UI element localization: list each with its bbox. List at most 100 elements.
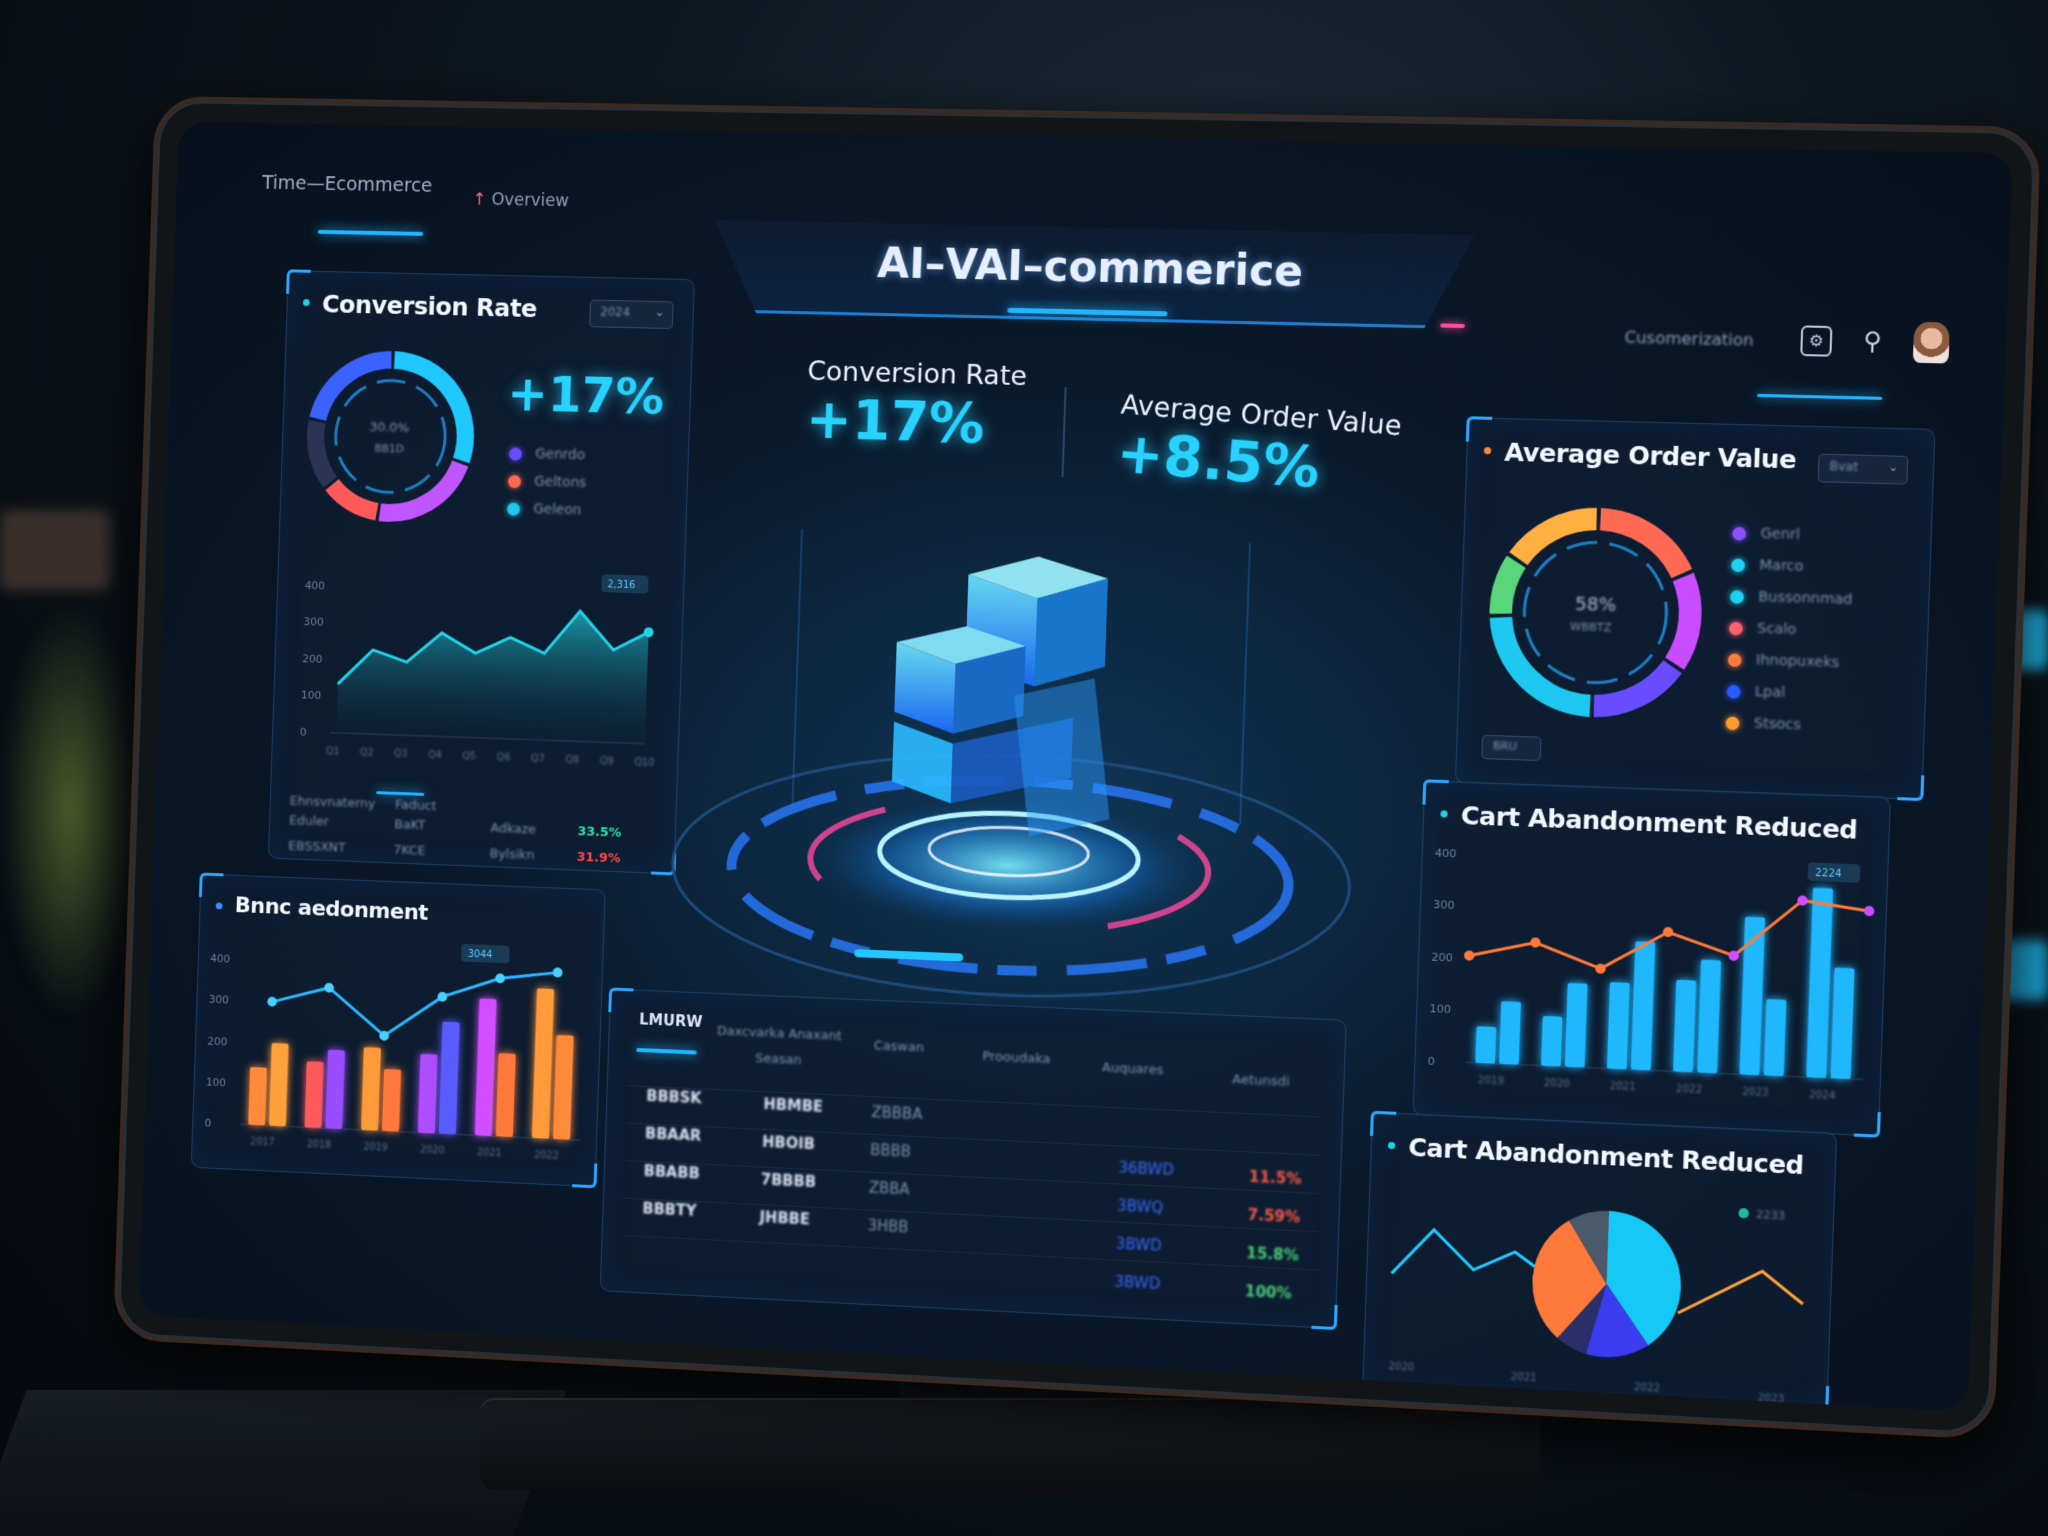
legend-label: Geleon: [533, 501, 582, 519]
bar: [531, 988, 555, 1139]
y-tick-label: 300: [1433, 898, 1455, 912]
trend-line-left: [1392, 1228, 1557, 1282]
x-tick-label: Q7: [531, 753, 545, 764]
donut-segment: [1599, 519, 1684, 573]
x-tick-label: Q6: [496, 752, 510, 763]
stats-header: Ehnsvnaterny: [289, 793, 376, 812]
stats-cell: EBSSXNT: [288, 838, 346, 856]
legend-item: Stsocs: [1725, 714, 1801, 733]
y-tick-label: 200: [207, 1034, 227, 1048]
bar: [552, 1034, 574, 1140]
column-header[interactable]: Aetunsdi: [1231, 1072, 1290, 1090]
y-tick-label: 100: [301, 689, 322, 703]
nav-overview-link[interactable]: ↑ Overview: [472, 190, 569, 212]
legend-label: Bussonnmad: [1757, 588, 1853, 609]
table-cell: ZBBA: [868, 1178, 910, 1199]
table-cell: 3BWQ: [1116, 1196, 1164, 1217]
average-order-value-panel: Average Order Value Bvat ⌄ 58% WBBTZ Gen…: [1454, 417, 1936, 801]
pie-slice: [1585, 1283, 1651, 1360]
stats-cell: BaKT: [394, 817, 426, 834]
header-accent-pink: [1440, 323, 1465, 329]
table-cell: 7.59%: [1247, 1205, 1301, 1227]
bar: [1806, 887, 1834, 1079]
footer-button[interactable]: BRU: [1481, 734, 1542, 762]
table-cell: BBBSK: [646, 1086, 702, 1108]
plant: [0, 600, 140, 1020]
table-cell: 11.5%: [1248, 1167, 1302, 1189]
y-tick-label: 200: [1431, 950, 1453, 964]
cart-abandonment-pie-panel: Cart Abandonment Reduced 2233 2020 2021 202…: [1362, 1111, 1838, 1411]
column-header[interactable]: Daxcvarka Anaxant: [716, 1023, 842, 1045]
monitor: Time—Ecommerce ↑ Overview AI–VAI–commeri…: [116, 99, 2037, 1436]
x-tick-label: Q9: [600, 756, 614, 768]
kpi-average-order-value: Average Order Value +8.5%: [1114, 389, 1403, 507]
highlight-badge: [460, 943, 510, 964]
bar: [361, 1047, 381, 1131]
conversion-donut-chart: [291, 336, 489, 537]
x-tick-label: Q1: [326, 746, 340, 757]
period-dropdown[interactable]: Bvat ⌄: [1817, 453, 1909, 485]
legend-item: Geleon: [507, 501, 582, 519]
data-table-panel: LMURW Daxcvarka Anaxant Seasan Caswan Proou…: [599, 988, 1347, 1330]
legend-label: Scalo: [1756, 620, 1797, 639]
legend-item: Ihnopuxeks: [1727, 651, 1840, 671]
legend-item: Genrdo: [508, 445, 585, 463]
panel-dot: [1387, 1141, 1396, 1150]
trend-line-right: [1678, 1267, 1804, 1319]
kpi-divider: [1061, 387, 1067, 478]
legend-label: 2233: [1756, 1208, 1786, 1223]
panel-title: Bnnc aedonment: [234, 893, 429, 926]
table-cell: BBBB: [869, 1140, 912, 1161]
x-tick-label: Q4: [428, 750, 442, 761]
nav-ecommerce-link[interactable]: Time—Ecommerce: [261, 172, 433, 197]
abandonment-bar-chart: 0 100 200 300 400 3044 2017 2018 2019 2020 2021 202…: [204, 943, 597, 1162]
legend-dot: [1738, 1207, 1750, 1219]
avatar[interactable]: [1912, 321, 1950, 364]
column-header[interactable]: Seasan: [754, 1051, 802, 1069]
column-header[interactable]: Auquares: [1101, 1060, 1164, 1079]
legend-item: Lpal: [1726, 683, 1785, 701]
column-header[interactable]: Caswan: [873, 1038, 925, 1056]
x-tick-label: 2022: [1676, 1084, 1703, 1097]
pie-slice: [1530, 1218, 1609, 1341]
arrow-up-icon: ↑: [472, 189, 487, 210]
settings-globe-icon[interactable]: ⚙: [1800, 325, 1833, 357]
column-header[interactable]: Prooudaka: [982, 1049, 1051, 1068]
period-dropdown[interactable]: 2024 ⌄: [589, 299, 674, 330]
legend-item: Bussonnmad: [1730, 588, 1853, 608]
legend-item: Genrl: [1732, 525, 1800, 543]
nav-overview-label: Overview: [491, 190, 570, 212]
conversion-rate-value: +17%: [506, 364, 666, 426]
bar: [381, 1068, 402, 1132]
x-tick-label: 2020: [1543, 1078, 1570, 1090]
table-cell: HBMBE: [763, 1095, 824, 1116]
trend-point: [1863, 905, 1875, 917]
monitor-base: [480, 1400, 1540, 1490]
y-tick-label: 100: [206, 1075, 226, 1089]
legend-label: Marco: [1759, 557, 1804, 575]
conversion-stats-table: Ehnsvnaterny Faduct Eduler BaKT Adkaze 33.5% E…: [288, 761, 657, 867]
donut-segment: [380, 461, 460, 515]
table-cell: BBAAR: [644, 1124, 702, 1145]
x-tick-label: 2019: [363, 1142, 388, 1154]
legend-dot: [1730, 589, 1744, 604]
nav-active-indicator: [317, 229, 424, 236]
donut-center-sub: BB1D: [374, 441, 405, 456]
panel-title: Cart Abandonment Reduced: [1460, 800, 1858, 845]
bar: [1763, 999, 1787, 1077]
donut-center-value: 58%: [1574, 593, 1617, 617]
table-cell: 7BBBB: [760, 1170, 817, 1191]
donut-segment: [1518, 517, 1596, 561]
legend-item: Marco: [1731, 556, 1804, 575]
x-tick-label: 2019: [1478, 1075, 1504, 1087]
highlight-badge: [601, 574, 649, 594]
bar: [438, 1021, 460, 1135]
x-tick-label: 2022: [534, 1150, 559, 1162]
user-icon[interactable]: ⚲: [1862, 326, 1883, 356]
x-tick-label: Q3: [394, 749, 408, 760]
customization-label[interactable]: Cusomerization: [1624, 327, 1754, 350]
legend-label: Stsocs: [1753, 715, 1802, 734]
y-tick-label: 0: [1427, 1054, 1435, 1068]
x-axis: [1465, 1062, 1863, 1079]
bar: [1540, 1015, 1563, 1067]
